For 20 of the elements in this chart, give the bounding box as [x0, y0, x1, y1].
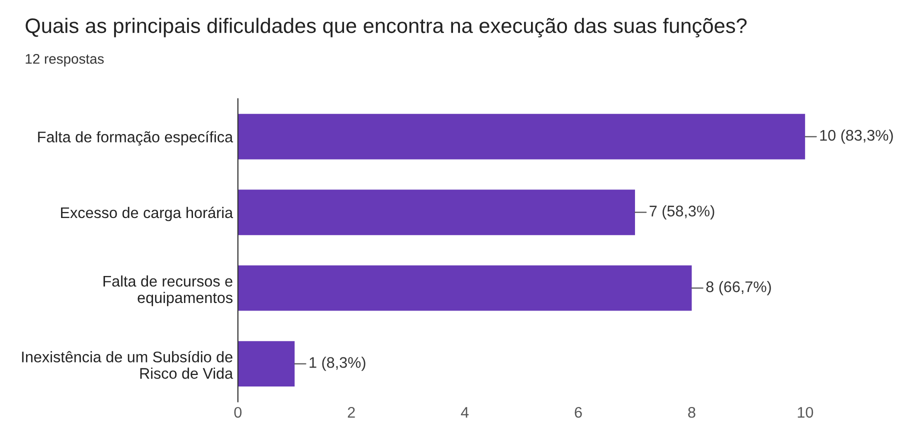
data-label: 10 (83,3%) [820, 130, 893, 144]
x-tick-label: 0 [234, 406, 242, 418]
bar [238, 190, 636, 236]
x-tick-label: 6 [574, 406, 582, 418]
data-label: 8 (66,7%) [706, 280, 771, 296]
x-tick-label: 2 [348, 406, 355, 418]
bar [238, 114, 806, 160]
y-tick-label: Falta de formação específica [38, 131, 234, 146]
x-tick-label: 10 [798, 406, 814, 418]
y-tick-label: Inexistência de um Subsídio de Risco de Vida [22, 350, 234, 379]
x-tick-label: 8 [688, 406, 696, 418]
y-tick-label: Excesso de carga horária [61, 206, 234, 222]
text: 12 respostas [26, 54, 104, 67]
bar [238, 265, 692, 311]
data-label: 1 (8,3%) [310, 356, 366, 371]
chart-title: Quais as principais dificuldades que encontra na execução das suas funções? [26, 18, 747, 38]
bar [238, 341, 295, 387]
x-tick-label: 4 [460, 407, 469, 418]
y-tick-label: Falta de recursos e equipamentos [104, 275, 232, 306]
data-label: 7 (58,3%) [650, 205, 714, 220]
